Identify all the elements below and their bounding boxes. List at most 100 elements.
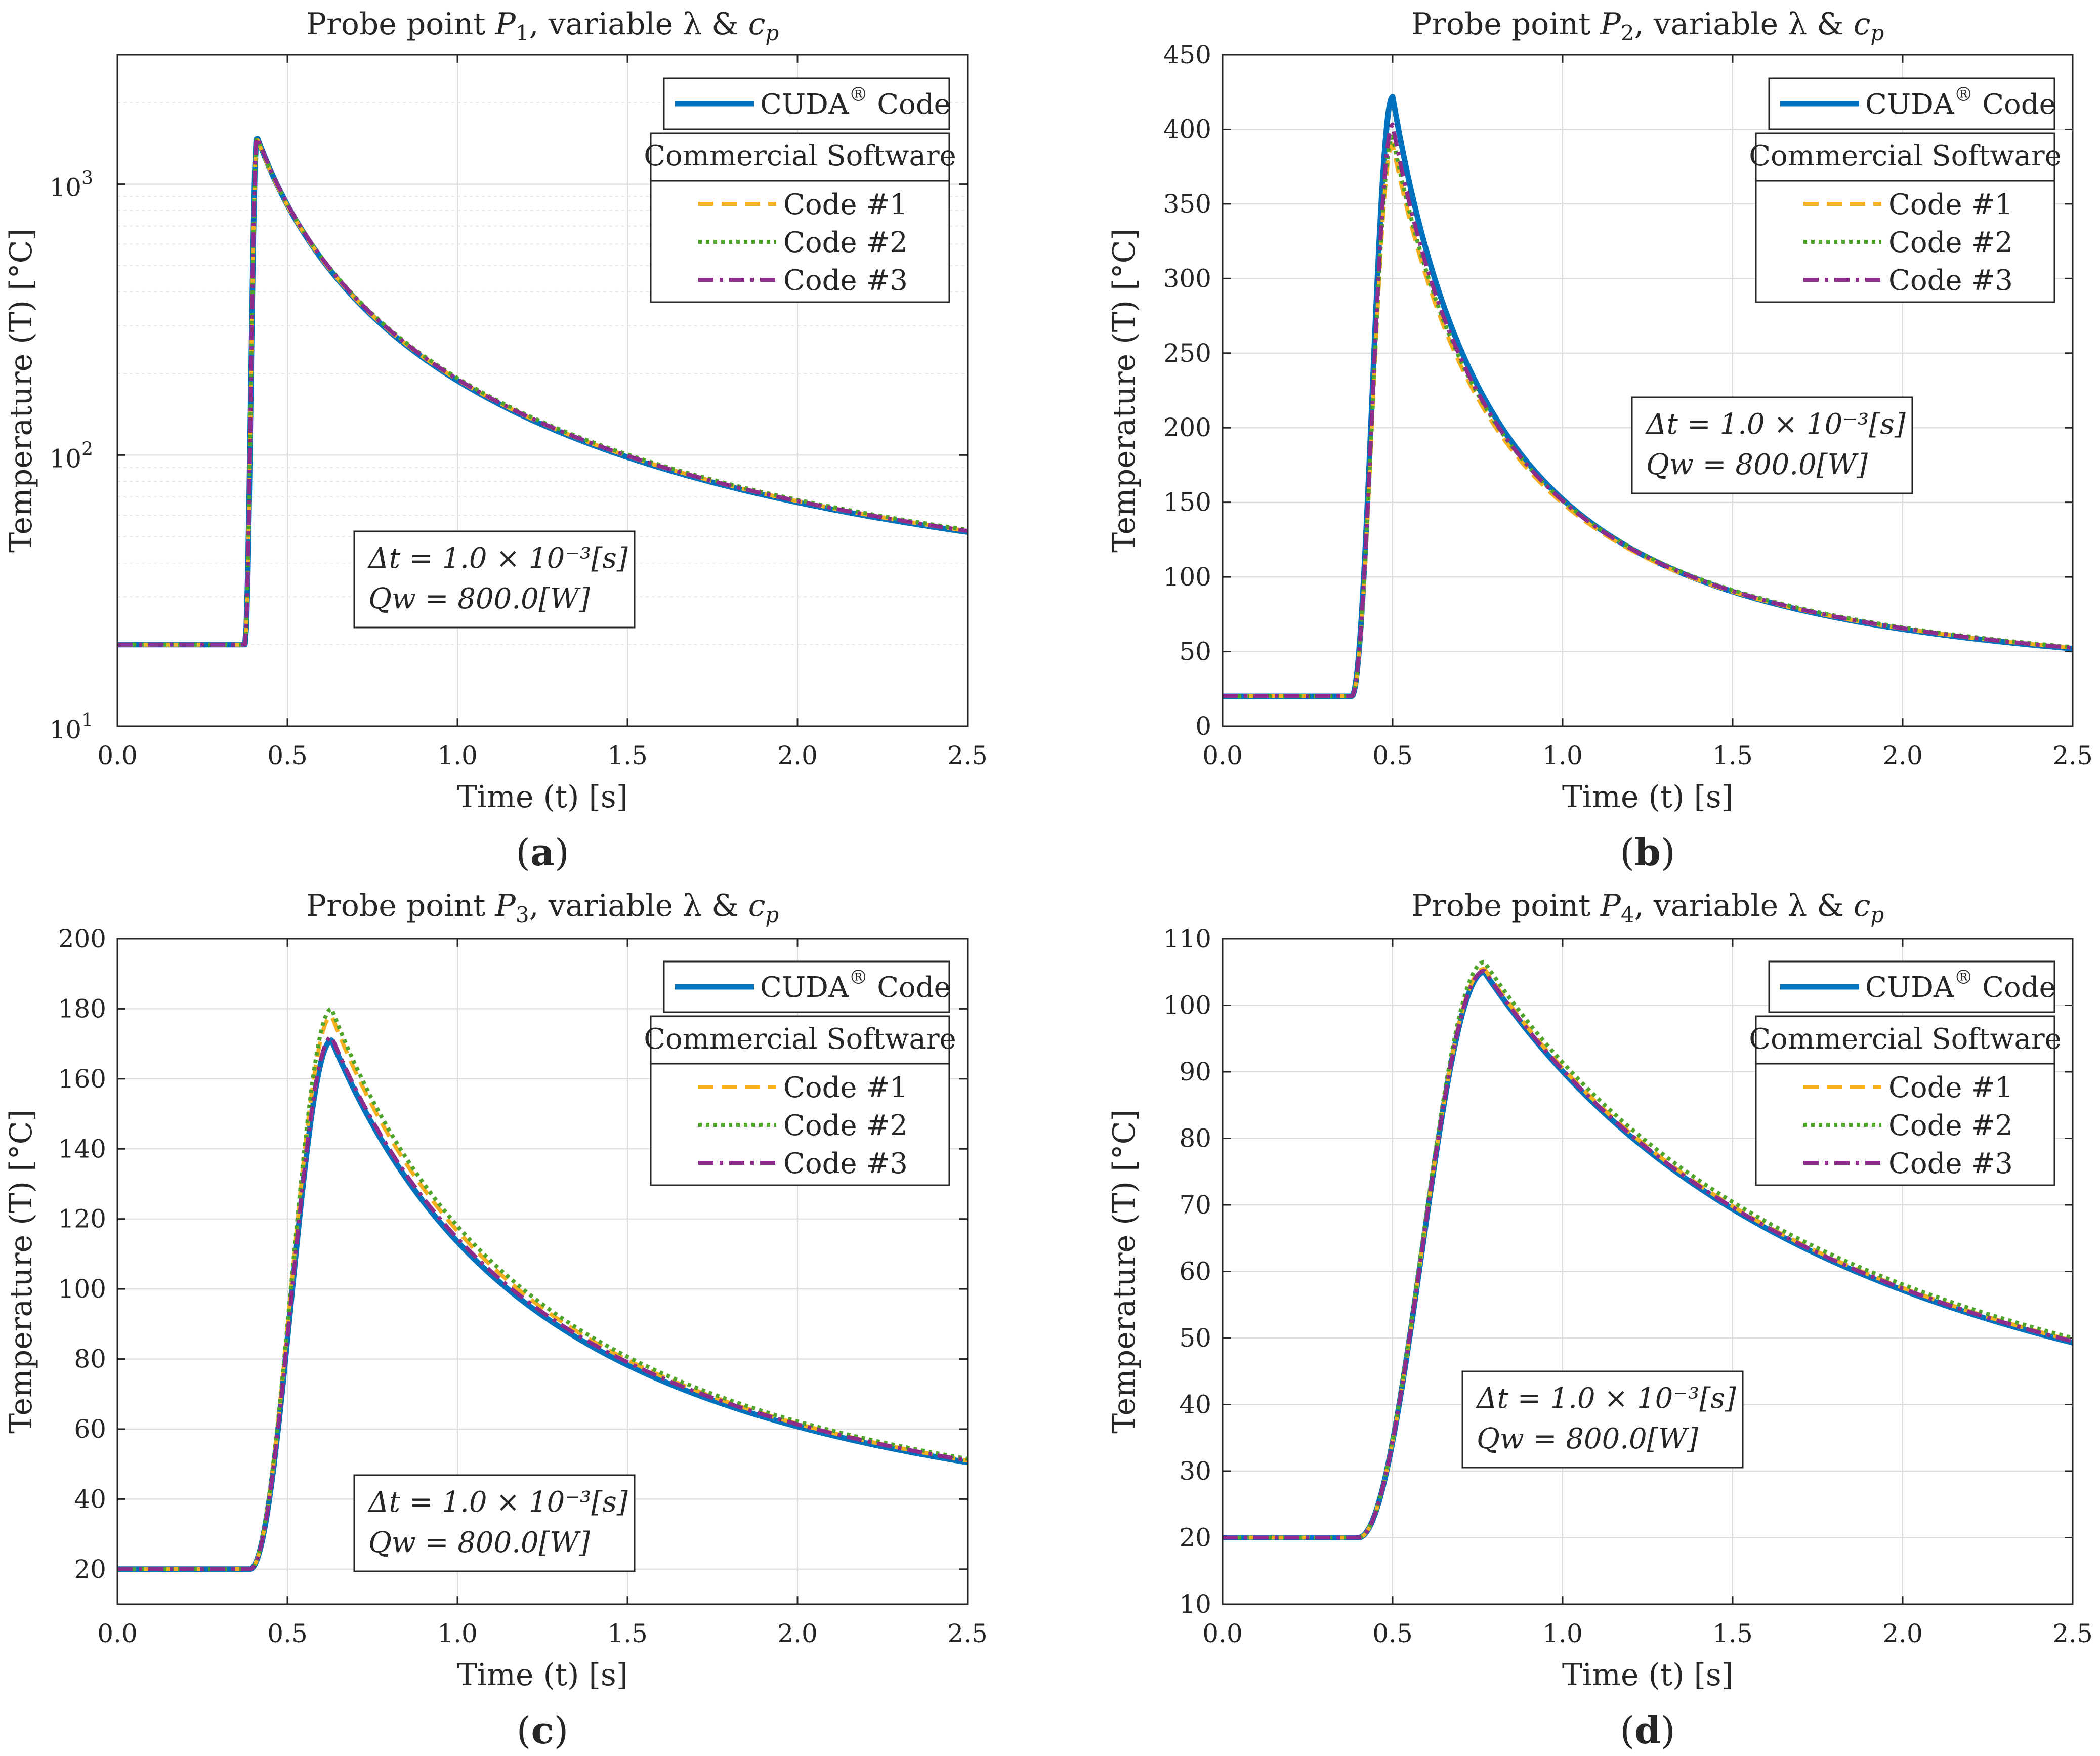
annotation: Δt = 1.0 × 10⁻³[s] Qw = 800.0[W] bbox=[1461, 1370, 1744, 1469]
title-middle: , variable λ & bbox=[1634, 7, 1854, 42]
y-tick-label: 350 bbox=[1163, 189, 1211, 219]
title-variable: c bbox=[1854, 7, 1871, 42]
legend-label-cuda: CUDA® Code bbox=[760, 83, 951, 121]
legend-label-code-1: Code #1 bbox=[1888, 188, 2013, 221]
y-tick-label: 120 bbox=[58, 1204, 106, 1234]
title-variable: c bbox=[748, 7, 766, 42]
title-subscript: p bbox=[1870, 902, 1884, 927]
title-middle: , variable λ & bbox=[1634, 888, 1854, 924]
tick-base: 10 bbox=[49, 444, 81, 473]
y-tick-label: 450 bbox=[1163, 40, 1211, 69]
x-tick-label: 0.0 bbox=[97, 741, 138, 770]
annotation-qw: Qw = 800.0[W] bbox=[368, 1526, 590, 1559]
x-tick-label: 1.5 bbox=[1712, 741, 1753, 770]
legend-header-box bbox=[650, 132, 950, 182]
series-line-code-3 bbox=[1223, 122, 2073, 698]
title-subscript: p bbox=[765, 21, 779, 46]
x-tick-label: 0.0 bbox=[1202, 741, 1243, 770]
legend-label-cuda: CUDA® Code bbox=[1865, 966, 2056, 1004]
y-tick-label: 160 bbox=[58, 1064, 106, 1094]
y-tick-label: 200 bbox=[58, 924, 106, 953]
y-tick-label: 400 bbox=[1163, 114, 1211, 144]
tick-exponent: 1 bbox=[81, 710, 93, 731]
title-middle: , variable λ & bbox=[529, 888, 748, 924]
legend-cuda-text: CUDA bbox=[1865, 88, 1954, 121]
legend-label-code-2: Code #2 bbox=[783, 226, 908, 259]
y-tick-label: 140 bbox=[58, 1134, 106, 1163]
y-tick-label: 20 bbox=[1179, 1523, 1211, 1553]
panel-letter-text: b bbox=[1634, 831, 1661, 874]
annotation-dt: Δt = 1.0 × 10⁻³[s] bbox=[367, 1486, 628, 1519]
paren: ) bbox=[1661, 831, 1675, 874]
paren: ( bbox=[1620, 831, 1634, 874]
y-tick-label: 103 bbox=[49, 168, 93, 202]
legend-cuda-tail: Code bbox=[1973, 88, 2055, 121]
chart-panel-d: 0.0 0.5 1.0 1.5 2.0 2.5 10 20 30 40 50 60 70 80 90 100 1… bbox=[1107, 888, 2093, 1752]
x-tick-label: 2.0 bbox=[777, 741, 818, 770]
y-tick-label: 40 bbox=[74, 1484, 106, 1514]
legend-label-code-1: Code #1 bbox=[1888, 1071, 2013, 1104]
legend: CUDA® Code Commercial Software Code #1 Code… bbox=[644, 960, 956, 1186]
annotation-box bbox=[353, 530, 636, 629]
y-tick-label: 50 bbox=[1179, 637, 1211, 666]
x-tick-label: 2.0 bbox=[1882, 1619, 1923, 1648]
x-tick-label: 2.5 bbox=[2052, 741, 2093, 770]
paren: ( bbox=[516, 831, 530, 874]
title-prefix: Probe point bbox=[1411, 7, 1601, 42]
x-tick-label: 1.0 bbox=[1542, 741, 1583, 770]
y-tick-label: 100 bbox=[1163, 991, 1211, 1020]
x-tick-label: 0.5 bbox=[1372, 1619, 1413, 1648]
legend-label-cuda: CUDA® Code bbox=[760, 966, 951, 1004]
annotation-box bbox=[1631, 396, 1913, 494]
y-tick-label: 20 bbox=[74, 1555, 106, 1584]
annotation-qw: Qw = 800.0[W] bbox=[1477, 1423, 1698, 1455]
legend-cuda-superscript: ® bbox=[1954, 83, 1973, 105]
y-tick-label: 50 bbox=[1179, 1323, 1211, 1353]
axes-frame bbox=[116, 938, 969, 1605]
annotation-qw: Qw = 800.0[W] bbox=[368, 582, 590, 615]
panel-letter-text: c bbox=[531, 1709, 554, 1752]
axes-frame bbox=[1222, 54, 2074, 727]
y-axis-label: Temperature (T) [°C] bbox=[1107, 1109, 1142, 1434]
series-line-code-3 bbox=[117, 1034, 968, 1571]
series-line-code-2 bbox=[117, 1007, 968, 1571]
title-subscript: 4 bbox=[1621, 902, 1634, 927]
legend: CUDA® Code Commercial Software Code #1 Code… bbox=[1749, 77, 2062, 303]
legend-header: Commercial Software bbox=[1749, 1023, 2062, 1056]
legend-label-code-2: Code #2 bbox=[1888, 226, 2013, 259]
chart-panel-b: 0.0 0.5 1.0 1.5 2.0 2.5 0 50 100 150 200 250 300 350 4… bbox=[1107, 7, 2093, 874]
y-tick-label: 0 bbox=[1195, 712, 1211, 741]
legend-header-box bbox=[1755, 1015, 2055, 1065]
y-tick-label: 180 bbox=[58, 994, 106, 1023]
annotation: Δt = 1.0 × 10⁻³[s] Qw = 800.0[W] bbox=[353, 530, 636, 629]
legend-cuda-tail: Code bbox=[868, 88, 950, 121]
y-tick-label: 200 bbox=[1163, 413, 1211, 442]
title-variable: c bbox=[1854, 888, 1871, 924]
annotation-box bbox=[353, 1474, 636, 1572]
paren: ) bbox=[555, 831, 569, 874]
y-axis-label: Temperature (T) [°C] bbox=[4, 1109, 39, 1434]
x-axis-label: Time (t) [s] bbox=[457, 1657, 628, 1693]
title-variable: P bbox=[494, 7, 516, 42]
legend-cuda-text: CUDA bbox=[760, 971, 849, 1004]
x-tick-label: 0.5 bbox=[1372, 741, 1413, 770]
x-tick-label: 1.5 bbox=[607, 741, 648, 770]
y-tick-label: 60 bbox=[1179, 1257, 1211, 1286]
x-axis-label: Time (t) [s] bbox=[1562, 1657, 1733, 1693]
paren: ) bbox=[554, 1709, 569, 1752]
panel-letter: (c) bbox=[517, 1709, 569, 1752]
legend-cuda-tail: Code bbox=[1973, 971, 2055, 1004]
tick-exponent: 3 bbox=[81, 168, 93, 189]
x-axis-label: Time (t) [s] bbox=[1562, 779, 1733, 815]
title-middle: , variable λ & bbox=[529, 7, 748, 42]
title-subscript: 2 bbox=[1621, 21, 1634, 46]
series-line-code-3 bbox=[117, 136, 968, 647]
y-tick-label: 60 bbox=[74, 1414, 106, 1444]
title-variable: P bbox=[1600, 888, 1621, 924]
title-prefix: Probe point bbox=[306, 7, 495, 42]
series-line-code-3 bbox=[1223, 969, 2073, 1540]
x-axis-label: Time (t) [s] bbox=[457, 779, 628, 815]
panel-letter-text: a bbox=[530, 831, 555, 874]
x-tick-label: 2.0 bbox=[777, 1619, 818, 1648]
